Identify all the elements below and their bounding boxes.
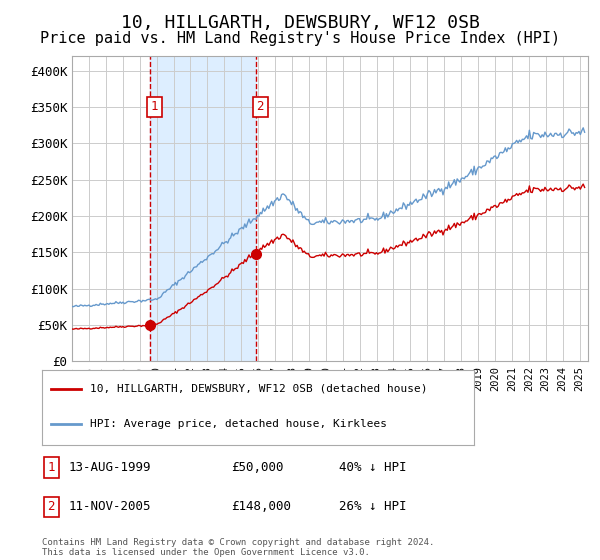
Text: 26% ↓ HPI: 26% ↓ HPI [339, 500, 407, 514]
Text: 2: 2 [47, 500, 55, 514]
Text: 40% ↓ HPI: 40% ↓ HPI [339, 461, 407, 474]
Text: £50,000: £50,000 [231, 461, 284, 474]
Text: Contains HM Land Registry data © Crown copyright and database right 2024.
This d: Contains HM Land Registry data © Crown c… [42, 538, 434, 557]
Bar [150, 56, 256, 361]
Text: 2: 2 [256, 100, 264, 113]
Text: 13-AUG-1999: 13-AUG-1999 [69, 461, 151, 474]
Text: 1: 1 [151, 100, 158, 113]
Text: HPI: Average price, detached house, Kirklees: HPI: Average price, detached house, Kirk… [89, 419, 386, 429]
Text: Price paid vs. HM Land Registry's House Price Index (HPI): Price paid vs. HM Land Registry's House … [40, 31, 560, 46]
Text: 10, HILLGARTH, DEWSBURY, WF12 0SB: 10, HILLGARTH, DEWSBURY, WF12 0SB [121, 14, 479, 32]
Text: 10, HILLGARTH, DEWSBURY, WF12 0SB (detached house): 10, HILLGARTH, DEWSBURY, WF12 0SB (detac… [89, 384, 427, 394]
Text: 11-NOV-2005: 11-NOV-2005 [69, 500, 151, 514]
Text: 1: 1 [47, 461, 55, 474]
Text: £148,000: £148,000 [231, 500, 291, 514]
